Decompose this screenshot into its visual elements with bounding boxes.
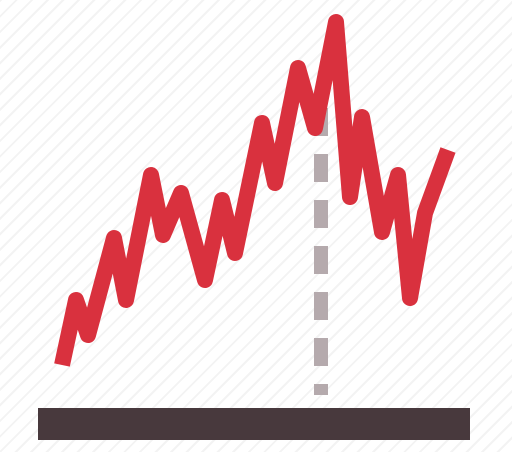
price-trend-line [54,14,456,367]
baseline-bar [38,408,470,440]
